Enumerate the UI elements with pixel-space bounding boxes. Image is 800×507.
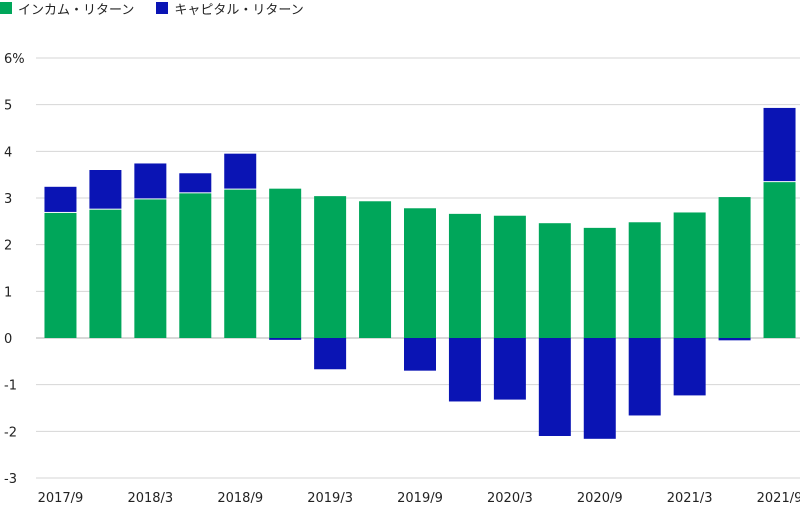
- x-tick-label: 2021/3: [667, 491, 713, 506]
- y-tick-label: -1: [4, 379, 17, 394]
- legend: インカム・リターン キャピタル・リターン: [0, 0, 326, 18]
- y-tick-label: 4: [4, 145, 12, 160]
- bar-capital: [179, 173, 212, 193]
- x-tick-label: 2018/9: [217, 491, 263, 506]
- bar-capital: [583, 338, 616, 439]
- bar-capital: [628, 338, 661, 416]
- bar-income: [359, 201, 392, 338]
- bar-income: [269, 188, 302, 338]
- x-tick-label: 2017/9: [38, 491, 84, 506]
- bar-income: [583, 227, 616, 338]
- bar-capital: [314, 338, 347, 370]
- bar-income: [628, 222, 661, 338]
- bar-income: [224, 189, 257, 338]
- y-tick-label: 3: [4, 192, 12, 207]
- bar-income: [134, 199, 167, 338]
- bar-capital: [763, 107, 796, 182]
- x-tick-label: 2020/3: [487, 491, 533, 506]
- bar-capital: [448, 338, 481, 402]
- y-tick-label: -2: [4, 425, 17, 440]
- bar-capital: [718, 338, 751, 341]
- bar-income: [493, 215, 526, 338]
- bar-income: [718, 197, 751, 338]
- bar-income: [673, 212, 706, 338]
- legend-label-income: インカム・リターン: [18, 2, 135, 18]
- y-tick-label: 6%: [4, 52, 25, 67]
- x-tick-label: 2018/3: [127, 491, 173, 506]
- bar-income: [314, 196, 347, 338]
- y-tick-label: 2: [4, 239, 12, 254]
- bar-capital: [134, 163, 167, 199]
- y-tick-label: 1: [4, 285, 12, 300]
- bar-income: [89, 209, 122, 338]
- bar-income: [538, 223, 571, 338]
- bar-income: [404, 208, 436, 338]
- bar-capital: [44, 186, 77, 212]
- y-tick-label: -3: [4, 472, 17, 487]
- bar-income: [179, 193, 212, 338]
- bar-capital: [224, 153, 257, 189]
- bar-capital: [269, 338, 302, 340]
- bar-income: [44, 212, 77, 338]
- legend-swatch-capital: [156, 2, 169, 14]
- bar-capital: [673, 338, 706, 396]
- bar-income: [763, 182, 796, 338]
- legend-label-capital: キャピタル・リターン: [174, 2, 304, 18]
- legend-item-income: インカム・リターン: [0, 0, 134, 18]
- legend-item-capital: キャピタル・リターン: [156, 0, 304, 18]
- legend-swatch-income: [0, 2, 12, 14]
- x-tick-label: 2019/3: [307, 491, 353, 506]
- y-tick-label: 5: [4, 99, 12, 114]
- bar-capital: [404, 338, 436, 371]
- x-tick-label: 2020/9: [577, 491, 623, 506]
- y-tick-label: 0: [4, 332, 12, 347]
- bar-capital: [89, 170, 122, 209]
- bar-income: [448, 213, 481, 338]
- x-tick-label: 2019/9: [397, 491, 443, 506]
- bar-capital: [538, 338, 571, 436]
- x-tick-label: 2021/9: [757, 491, 800, 506]
- bar-capital: [493, 338, 526, 400]
